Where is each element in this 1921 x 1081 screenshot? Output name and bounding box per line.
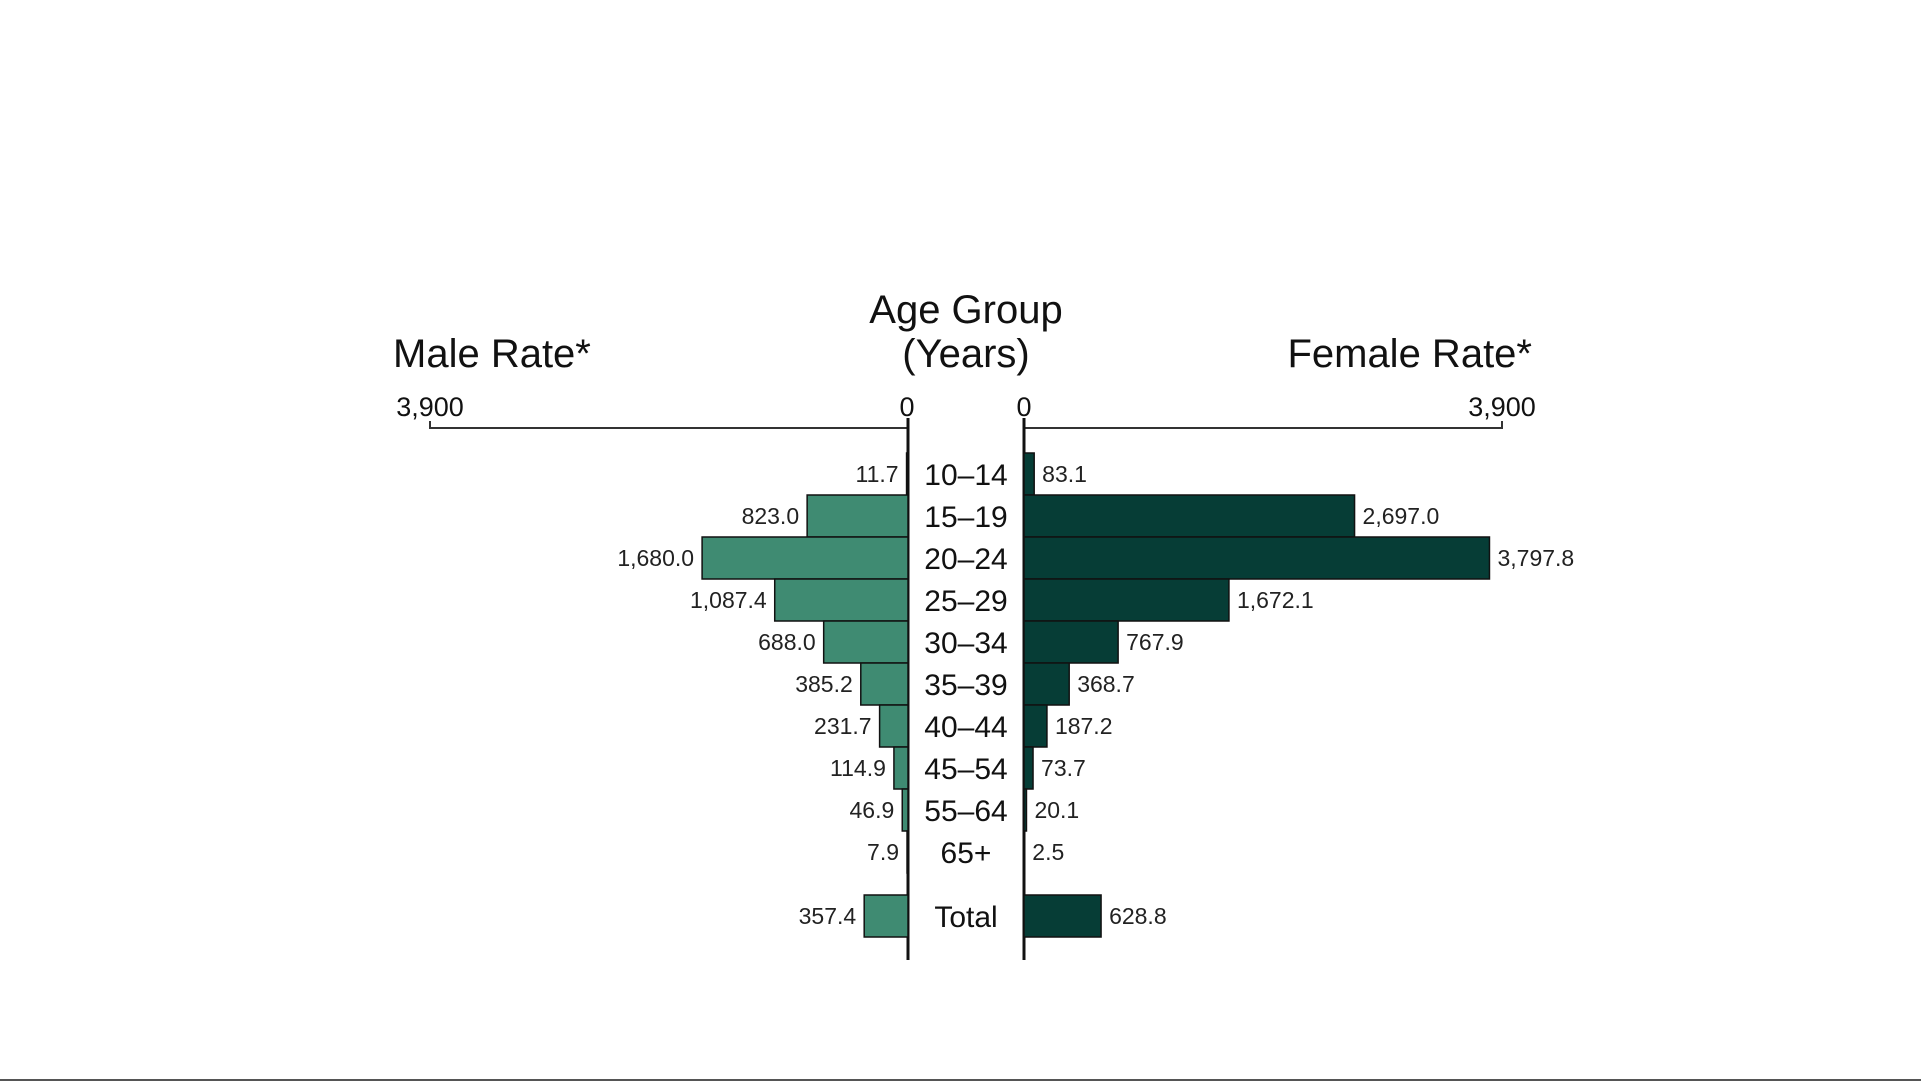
category-label-15-19: 15–19 bbox=[924, 501, 1007, 534]
male-value-label-total: 357.4 bbox=[799, 903, 857, 929]
category-label-40-44: 40–44 bbox=[924, 711, 1007, 744]
category-label-35-39: 35–39 bbox=[924, 669, 1007, 702]
female-bar-40-44 bbox=[1023, 704, 1048, 748]
female-value-label-65: 2.5 bbox=[1032, 839, 1064, 865]
category-label-total: Total bbox=[934, 901, 997, 934]
male-value-label-35-39: 385.2 bbox=[795, 671, 853, 697]
male-bar-total bbox=[863, 894, 909, 938]
male-value-label-25-29: 1,087.4 bbox=[690, 587, 767, 613]
male-bar-65 bbox=[906, 830, 909, 874]
male-bar-40-44 bbox=[878, 704, 909, 748]
male-value-label-20-24: 1,680.0 bbox=[617, 545, 694, 571]
female-bar-total bbox=[1023, 894, 1102, 938]
female-value-label-20-24: 3,797.8 bbox=[1497, 545, 1574, 571]
female-bar-45-54 bbox=[1023, 746, 1034, 790]
female-value-label-total: 628.8 bbox=[1109, 903, 1167, 929]
male-axis-tick-label-zero: 0 bbox=[899, 392, 914, 422]
male-value-label-55-64: 46.9 bbox=[849, 797, 894, 823]
female-value-label-45-54: 73.7 bbox=[1041, 755, 1086, 781]
male-bar-30-34 bbox=[822, 620, 909, 664]
male-bar-20-24 bbox=[701, 536, 909, 580]
male-bar-10-14 bbox=[905, 452, 909, 496]
female-bar-20-24 bbox=[1023, 536, 1491, 580]
female-bar-65 bbox=[1023, 830, 1026, 874]
female-value-label-25-29: 1,672.1 bbox=[1237, 587, 1314, 613]
male-value-label-10-14: 11.7 bbox=[856, 461, 899, 487]
bar-marks: 10–14 11.7 83.1 15–19 823.0 2,697.0 20–24 1,680… bbox=[617, 452, 1574, 938]
category-label-65: 65+ bbox=[941, 837, 992, 870]
male-bar-35-39 bbox=[860, 662, 909, 706]
male-axis-tick-label-max: 3,900 bbox=[396, 392, 464, 422]
female-rate-title: Female Rate* bbox=[1287, 332, 1532, 376]
female-bar-35-39 bbox=[1023, 662, 1070, 706]
category-label-20-24: 20–24 bbox=[924, 543, 1007, 576]
female-value-label-40-44: 187.2 bbox=[1055, 713, 1113, 739]
female-value-label-35-39: 368.7 bbox=[1077, 671, 1135, 697]
male-bar-45-54 bbox=[893, 746, 909, 790]
male-bar-25-29 bbox=[773, 578, 909, 622]
category-label-25-29: 25–29 bbox=[924, 585, 1007, 618]
chart-titles: Age Group (Years) Male Rate* Female Rate… bbox=[393, 288, 1532, 376]
male-value-label-65: 7.9 bbox=[867, 839, 899, 865]
male-bar-15-19 bbox=[806, 494, 909, 538]
female-bar-25-29 bbox=[1023, 578, 1230, 622]
female-value-label-30-34: 767.9 bbox=[1126, 629, 1184, 655]
male-bar-55-64 bbox=[901, 788, 909, 832]
male-value-label-40-44: 231.7 bbox=[814, 713, 872, 739]
category-label-45-54: 45–54 bbox=[924, 753, 1007, 786]
female-bar-30-34 bbox=[1023, 620, 1119, 664]
female-axis-tick-label-zero: 0 bbox=[1016, 392, 1031, 422]
male-value-label-30-34: 688.0 bbox=[758, 629, 816, 655]
female-bar-55-64 bbox=[1023, 788, 1028, 832]
male-rate-title: Male Rate* bbox=[393, 332, 591, 376]
category-label-55-64: 55–64 bbox=[924, 795, 1007, 828]
female-bar-15-19 bbox=[1023, 494, 1356, 538]
male-value-label-15-19: 823.0 bbox=[742, 503, 800, 529]
female-bar-10-14 bbox=[1023, 452, 1035, 496]
bottom-rule bbox=[0, 1079, 1921, 1081]
female-axis-tick-label-max: 3,900 bbox=[1468, 392, 1536, 422]
male-value-label-45-54: 114.9 bbox=[830, 755, 886, 781]
category-label-10-14: 10–14 bbox=[924, 459, 1007, 492]
center-title-line-1: Age Group bbox=[869, 288, 1062, 332]
female-value-label-10-14: 83.1 bbox=[1042, 461, 1087, 487]
female-value-label-55-64: 20.1 bbox=[1034, 797, 1079, 823]
female-value-label-15-19: 2,697.0 bbox=[1363, 503, 1440, 529]
center-title-line-2: (Years) bbox=[902, 332, 1029, 376]
category-label-30-34: 30–34 bbox=[924, 627, 1007, 660]
